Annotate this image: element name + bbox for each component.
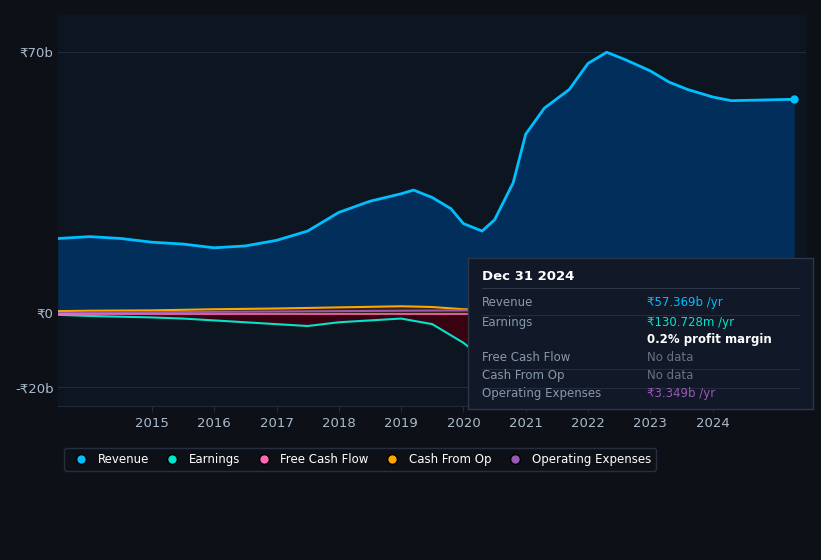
Text: Free Cash Flow: Free Cash Flow — [482, 351, 570, 364]
Text: 0.2% profit margin: 0.2% profit margin — [647, 333, 772, 346]
Text: Cash From Op: Cash From Op — [482, 369, 564, 382]
Text: Revenue: Revenue — [482, 296, 533, 310]
Text: Operating Expenses: Operating Expenses — [482, 387, 601, 400]
Text: ₹57.369b /yr: ₹57.369b /yr — [647, 296, 723, 310]
Text: ₹130.728m /yr: ₹130.728m /yr — [647, 316, 735, 329]
Text: Dec 31 2024: Dec 31 2024 — [482, 270, 574, 283]
Text: No data: No data — [647, 351, 694, 364]
Text: Earnings: Earnings — [482, 316, 533, 329]
Legend: Revenue, Earnings, Free Cash Flow, Cash From Op, Operating Expenses: Revenue, Earnings, Free Cash Flow, Cash … — [64, 448, 656, 470]
Text: ₹3.349b /yr: ₹3.349b /yr — [647, 387, 716, 400]
Text: No data: No data — [647, 369, 694, 382]
